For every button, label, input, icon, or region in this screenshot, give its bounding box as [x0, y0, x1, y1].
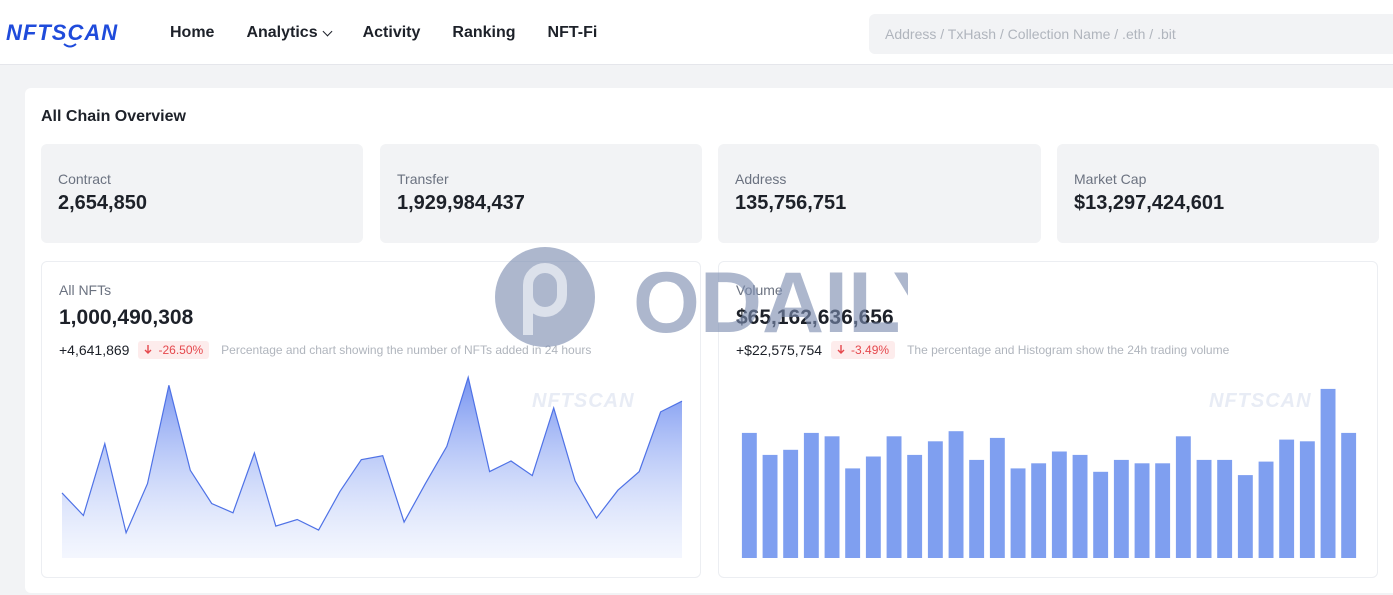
nav-activity-label: Activity [362, 24, 421, 41]
card-value: 1,000,490,308 [59, 306, 194, 329]
all-nfts-card: All NFTs 1,000,490,308 +4,641,869 -26.50… [41, 261, 701, 578]
arrow-down-icon [144, 345, 152, 354]
main-nav: Home Analytics Activity Ranking NFT-Fi [170, 24, 629, 42]
search-input[interactable] [869, 14, 1393, 54]
volume-bar [907, 454, 923, 558]
nav-nft-fi[interactable]: NFT-Fi [548, 24, 598, 42]
card-note: The percentage and Histogram show the 24… [907, 343, 1230, 357]
volume-bar [1031, 463, 1047, 558]
volume-bar [1155, 463, 1171, 558]
volume-bar [1258, 461, 1274, 558]
volume-bar [989, 437, 1005, 558]
volume-bar [1237, 475, 1253, 558]
volume-bar-chart [741, 388, 1357, 558]
volume-bar [1051, 451, 1067, 558]
volume-bar [865, 456, 881, 558]
percent-value: -26.50% [158, 343, 204, 357]
card-label: Volume [736, 282, 783, 298]
nav-activity[interactable]: Activity [363, 24, 421, 42]
volume-bar [1341, 432, 1357, 558]
percent-badge: -26.50% [138, 341, 210, 359]
stat-card-transfer: Transfer 1,929,984,437 [380, 144, 702, 243]
series-line [61, 374, 683, 535]
volume-bar [1093, 471, 1109, 558]
volume-bar [1010, 468, 1026, 558]
stat-value: 2,654,850 [58, 192, 147, 214]
card-value: $65,162,636,656 [736, 306, 894, 329]
area-fill [62, 377, 682, 558]
volume-bar [845, 468, 861, 558]
stat-label: Transfer [397, 171, 449, 187]
nftscan-watermark: NFTSCAN [532, 390, 635, 412]
page-title: All Chain Overview [41, 108, 186, 125]
overview-panel: All Chain Overview Contract 2,654,850 Tr… [25, 88, 1393, 593]
card-label: All NFTs [59, 282, 112, 298]
stat-value: $13,297,424,601 [1074, 192, 1225, 214]
volume-bar [1072, 454, 1088, 558]
volume-bar [741, 432, 757, 558]
stat-label: Market Cap [1074, 171, 1147, 187]
change-value: +$22,575,754 [736, 342, 823, 358]
volume-bar [762, 454, 778, 558]
nftscan-logo[interactable]: NFTSCAN [6, 20, 140, 50]
nftscan-watermark: NFTSCAN [1209, 390, 1312, 412]
volume-bar [1299, 441, 1315, 558]
volume-bar [927, 441, 943, 558]
stat-label: Contract [58, 171, 111, 187]
nav-ranking[interactable]: Ranking [452, 24, 515, 42]
volume-bar [1134, 463, 1150, 558]
volume-bar [1113, 459, 1129, 558]
stat-value: 135,756,751 [735, 192, 847, 214]
volume-bar [1279, 439, 1295, 558]
percent-value: -3.49% [851, 343, 890, 357]
volume-bar [783, 449, 799, 558]
volume-bar [948, 431, 964, 558]
percent-badge: -3.49% [831, 341, 896, 359]
top-navbar: NFTSCAN Home Analytics Activity Ranking … [0, 0, 1393, 65]
volume-card: Volume $65,162,636,656 +$22,575,754 -3.4… [718, 261, 1378, 578]
stat-card-market-cap: Market Cap $13,297,424,601 [1057, 144, 1379, 243]
change-value: +4,641,869 [59, 342, 130, 358]
nav-home-label: Home [170, 24, 215, 41]
card-change-row: +$22,575,754 -3.49% The percentage and H… [736, 341, 1229, 359]
volume-bar [1320, 388, 1336, 558]
volume-bar [824, 436, 840, 558]
chevron-down-icon [322, 26, 333, 36]
volume-bar [1175, 436, 1191, 558]
stat-value: 1,929,984,437 [397, 192, 525, 214]
nav-ranking-label: Ranking [452, 24, 516, 41]
volume-bar [1196, 459, 1212, 558]
card-change-row: +4,641,869 -26.50% Percentage and chart … [59, 341, 591, 359]
stat-card-contract: Contract 2,654,850 [41, 144, 363, 243]
card-note: Percentage and chart showing the number … [221, 343, 592, 357]
nav-analytics[interactable]: Analytics [246, 24, 333, 42]
nfts-area-chart [61, 374, 683, 558]
nav-nft-fi-label: NFT-Fi [547, 24, 598, 41]
brand-logo-text: NFTSCAN [6, 20, 118, 45]
nav-analytics-label: Analytics [246, 24, 318, 41]
volume-bar [969, 459, 985, 558]
volume-bar [886, 436, 902, 558]
stat-label: Address [735, 171, 787, 187]
arrow-down-icon [837, 345, 845, 354]
volume-bar [1217, 459, 1233, 558]
stat-card-address: Address 135,756,751 [718, 144, 1041, 243]
nav-home[interactable]: Home [170, 24, 214, 42]
volume-bar [803, 432, 819, 558]
